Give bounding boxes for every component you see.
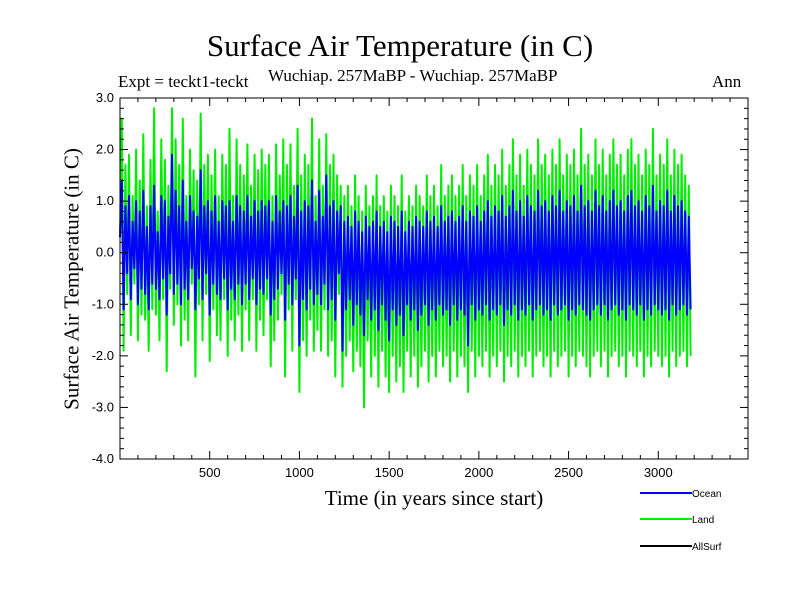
x-tick-label: 2000 bbox=[464, 465, 493, 480]
legend-label-land: Land bbox=[692, 515, 714, 526]
season-label: Ann bbox=[712, 72, 742, 91]
chart-subtitle: Wuchiap. 257MaBP - Wuchiap. 257MaBP bbox=[268, 66, 558, 85]
y-tick-label: -4.0 bbox=[92, 451, 114, 466]
x-tick-label: 1000 bbox=[285, 465, 314, 480]
y-tick-label: -3.0 bbox=[92, 399, 114, 414]
x-tick-label: 2500 bbox=[554, 465, 583, 480]
y-tick-label: 2.0 bbox=[96, 142, 114, 157]
ocean-series-line bbox=[119, 153, 692, 352]
y-tick-label: 3.0 bbox=[96, 90, 114, 105]
chart-title: Surface Air Temperature (in C) bbox=[206, 28, 594, 63]
land-series-line bbox=[119, 107, 692, 409]
y-tick-label: -2.0 bbox=[92, 348, 114, 363]
y-tick-label: -1.0 bbox=[92, 296, 114, 311]
plot-frame bbox=[119, 97, 749, 460]
legend-label-allsurf: AllSurf bbox=[692, 542, 722, 553]
x-tick-label: 1500 bbox=[375, 465, 404, 480]
x-axis-label: Time (in years since start) bbox=[324, 486, 544, 510]
experiment-label: Expt = teckt1-teckt bbox=[118, 72, 249, 91]
y-tick-label: 0.0 bbox=[96, 245, 114, 260]
y-tick-label: 1.0 bbox=[96, 193, 114, 208]
x-tick-label: 500 bbox=[199, 465, 221, 480]
legend-label-ocean: Ocean bbox=[692, 489, 721, 500]
x-tick-label: 3000 bbox=[644, 465, 673, 480]
